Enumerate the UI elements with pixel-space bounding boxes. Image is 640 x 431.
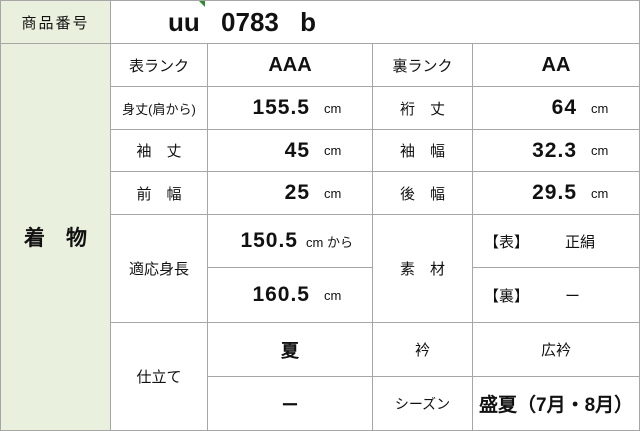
back-rank-label: 裏ランク	[373, 44, 473, 87]
height-to-value: 160.5	[252, 283, 310, 306]
body-length-label: 身丈(肩から)	[111, 87, 208, 130]
back-width-cell: 29.5 cm	[473, 172, 640, 215]
front-rank-label: 表ランク	[111, 44, 208, 87]
material-back-value: ー	[565, 287, 581, 305]
collar-value: 広衿	[473, 323, 640, 377]
material-front-value: 正絹	[565, 233, 596, 251]
height-from-value: 150.5	[240, 229, 298, 252]
season-label: シーズン	[373, 377, 473, 431]
sleeve-length-unit: cm	[324, 143, 342, 158]
material-front-tag: 【表】	[484, 233, 530, 251]
sleeve-length-label: 袖 丈	[111, 130, 208, 172]
yuki-length-label: 裄 丈	[373, 87, 473, 130]
front-rank-value: AAA	[208, 44, 373, 87]
material-back-cell: 【裏】 ー	[473, 268, 640, 323]
yuki-length-value: 64	[551, 96, 577, 119]
sleeve-width-cell: 32.3 cm	[473, 130, 640, 172]
cell-flag-icon	[199, 1, 205, 7]
material-label: 素 材	[373, 215, 473, 323]
tailoring-value-bottom: ー	[208, 377, 373, 431]
sleeve-width-value: 32.3	[532, 138, 577, 162]
sleeve-length-cell: 45 cm	[208, 130, 373, 172]
height-from-cell: 150.5 cm から	[208, 215, 373, 268]
product-number-label: 商品番号	[1, 1, 111, 44]
body-length-cell: 155.5 cm	[208, 87, 373, 130]
product-number-value: uu 0783 b	[168, 6, 316, 37]
season-cell: 盛夏（7月・8月）	[473, 377, 640, 431]
sleeve-width-label: 袖 幅	[373, 130, 473, 172]
material-front-cell: 【表】 正絹	[473, 215, 640, 268]
height-from-unit: cm から	[306, 234, 353, 250]
product-number-cell: uu 0783 b	[111, 1, 640, 44]
product-number-wrap: uu 0783 b	[111, 7, 373, 38]
sleeve-length-value: 45	[284, 138, 310, 162]
back-rank-value: AA	[473, 44, 640, 87]
front-width-label: 前 幅	[111, 172, 208, 215]
height-to-cell: 160.5 cm	[208, 268, 373, 323]
back-width-unit: cm	[591, 185, 609, 201]
back-width-value: 29.5	[532, 181, 577, 204]
height-to-unit: cm	[324, 287, 342, 303]
front-width-cell: 25 cm	[208, 172, 373, 215]
front-width-value: 25	[284, 181, 310, 204]
material-back-tag: 【裏】	[484, 287, 530, 305]
yuki-length-unit: cm	[591, 100, 609, 116]
collar-label: 衿	[373, 323, 473, 377]
body-length-value: 155.5	[252, 96, 310, 119]
yuki-length-cell: 64 cm	[473, 87, 640, 130]
front-width-unit: cm	[324, 185, 342, 201]
season-value: 盛夏（7月・8月）	[479, 395, 634, 416]
back-width-label: 後 幅	[373, 172, 473, 215]
body-length-unit: cm	[324, 100, 342, 116]
sleeve-width-unit: cm	[591, 143, 609, 158]
height-range-label: 適応身長	[111, 215, 208, 323]
tailoring-value-top: 夏	[208, 323, 373, 377]
category-cell: 着 物	[1, 44, 111, 431]
tailoring-label: 仕立て	[111, 323, 208, 431]
